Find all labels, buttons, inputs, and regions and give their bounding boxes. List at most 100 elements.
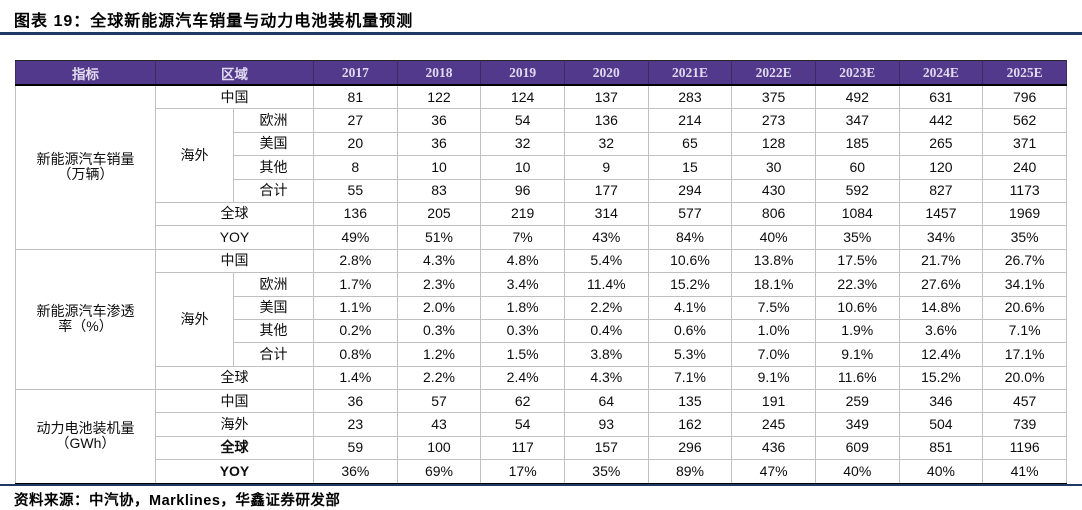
value-cell: 214 [647, 108, 733, 133]
value-cell: 592 [814, 178, 900, 203]
value-cell: 15 [647, 155, 733, 180]
value-cell: 7.5% [731, 295, 816, 320]
header-indicator: 指标 [15, 60, 156, 86]
value-cell: 9 [563, 155, 649, 180]
table-row: 美国 20 36 32 32 65 128 185 265 371 [16, 131, 1067, 157]
value-cell: 162 [647, 412, 733, 437]
value-cell: 739 [982, 412, 1067, 437]
value-cell: 83 [396, 178, 482, 203]
value-cell: 17.1% [982, 342, 1067, 367]
value-cell: 3.8% [563, 342, 649, 367]
subregion-cell: 美国 [233, 131, 314, 157]
value-cell: 2.0% [396, 295, 482, 320]
table-header-row: 指标 区域 2017 2018 2019 2020 2021E 2022E 2023E 2024E… [15, 60, 1067, 86]
value-cell: 23 [313, 412, 398, 437]
region-cell: 中国 [155, 248, 314, 274]
value-cell: 827 [898, 178, 984, 203]
value-cell: 9.1% [814, 342, 900, 367]
value-cell: 371 [982, 131, 1067, 157]
value-cell: 43% [563, 225, 649, 250]
source-note: 资料来源：中汽协，Marklines，华鑫证券研发部 [14, 493, 341, 509]
value-cell: 1196 [982, 435, 1067, 461]
value-cell: 375 [731, 84, 816, 110]
header-year: 2024E [898, 60, 984, 86]
value-cell: 20.0% [982, 365, 1067, 391]
table-row: 海外 欧洲 1.7% 2.3% 3.4% 11.4% 15.2% 18.1% 22.3% 27.6… [16, 272, 1067, 367]
table-row: 全球 59 100 117 157 296 436 609 851 1196 [16, 435, 1067, 461]
header-year: 2017 [313, 60, 398, 86]
value-cell: 240 [982, 155, 1067, 180]
value-cell: 137 [563, 84, 649, 110]
value-cell: 562 [982, 108, 1067, 133]
value-cell: 631 [898, 84, 984, 110]
value-cell: 60 [814, 155, 900, 180]
subregion-cell: 欧洲 [233, 108, 314, 133]
value-cell: 0.4% [563, 318, 649, 344]
header-year: 2021E [647, 60, 733, 86]
subregion-cell: 欧洲 [233, 272, 314, 297]
value-cell: 442 [898, 108, 984, 133]
value-cell: 117 [480, 435, 565, 461]
value-cell: 14.8% [898, 295, 984, 320]
value-cell: 30 [731, 155, 816, 180]
table-row: 全球 1.4% 2.2% 2.4% 4.3% 7.1% 9.1% 11.6% 15.2% 20.0… [16, 365, 1067, 391]
table-header: 指标 区域 2017 2018 2019 2020 2021E 2022E 2023E 2024E… [15, 60, 1067, 86]
value-cell: 10 [396, 155, 482, 180]
value-cell: 314 [563, 201, 649, 227]
value-cell: 1.8% [480, 295, 565, 320]
value-cell: 283 [647, 84, 733, 110]
region-cell: YOY [155, 459, 314, 485]
value-cell: 35% [814, 225, 900, 250]
subregion-cell: 美国 [233, 295, 314, 320]
value-cell: 609 [814, 435, 900, 461]
value-cell: 245 [731, 412, 816, 437]
value-cell: 177 [563, 178, 649, 203]
value-cell: 191 [731, 389, 816, 414]
value-cell: 8 [313, 155, 398, 180]
value-cell: 2.2% [563, 295, 649, 320]
value-cell: 17.5% [814, 248, 900, 274]
table-row: YOY 49% 51% 7% 43% 84% 40% 35% 34% 35% [16, 225, 1067, 250]
value-cell: 18.1% [731, 272, 816, 297]
value-cell: 96 [480, 178, 565, 203]
value-cell: 294 [647, 178, 733, 203]
value-cell: 51% [396, 225, 482, 250]
table-row: 全球 136 205 219 314 577 806 1084 1457 1969 [16, 201, 1067, 227]
value-cell: 1.7% [313, 272, 398, 297]
value-cell: 32 [563, 131, 649, 157]
region-cell: 海外 [155, 412, 314, 437]
value-cell: 22.3% [814, 272, 900, 297]
source-divider [0, 484, 1082, 486]
value-cell: 34% [898, 225, 984, 250]
value-cell: 1969 [982, 201, 1067, 227]
value-cell: 11.4% [563, 272, 649, 297]
value-cell: 20.6% [982, 295, 1067, 320]
value-cell: 10.6% [647, 248, 733, 274]
value-cell: 49% [313, 225, 398, 250]
value-cell: 136 [313, 201, 398, 227]
value-cell: 64 [563, 389, 649, 414]
table-row: 其他 0.2% 0.3% 0.3% 0.4% 0.6% 1.0% 1.9% 3.6% 7.1% [16, 318, 1067, 344]
indicator-cell: 新能源汽车渗透 率（%） [15, 248, 156, 391]
value-cell: 1084 [814, 201, 900, 227]
value-cell: 36 [313, 389, 398, 414]
value-cell: 4.3% [396, 248, 482, 274]
value-cell: 10 [480, 155, 565, 180]
value-cell: 2.3% [396, 272, 482, 297]
value-cell: 5.4% [563, 248, 649, 274]
value-cell: 851 [898, 435, 984, 461]
value-cell: 128 [731, 131, 816, 157]
region-cell: YOY [155, 225, 314, 250]
value-cell: 35% [982, 225, 1067, 250]
value-cell: 1.5% [480, 342, 565, 367]
region-cell: 全球 [155, 365, 314, 391]
value-cell: 136 [563, 108, 649, 133]
value-cell: 57 [396, 389, 482, 414]
value-cell: 84% [647, 225, 733, 250]
value-cell: 7.0% [731, 342, 816, 367]
value-cell: 1.4% [313, 365, 398, 391]
value-cell: 3.6% [898, 318, 984, 344]
value-cell: 40% [898, 459, 984, 485]
value-cell: 7.1% [982, 318, 1067, 344]
value-cell: 205 [396, 201, 482, 227]
